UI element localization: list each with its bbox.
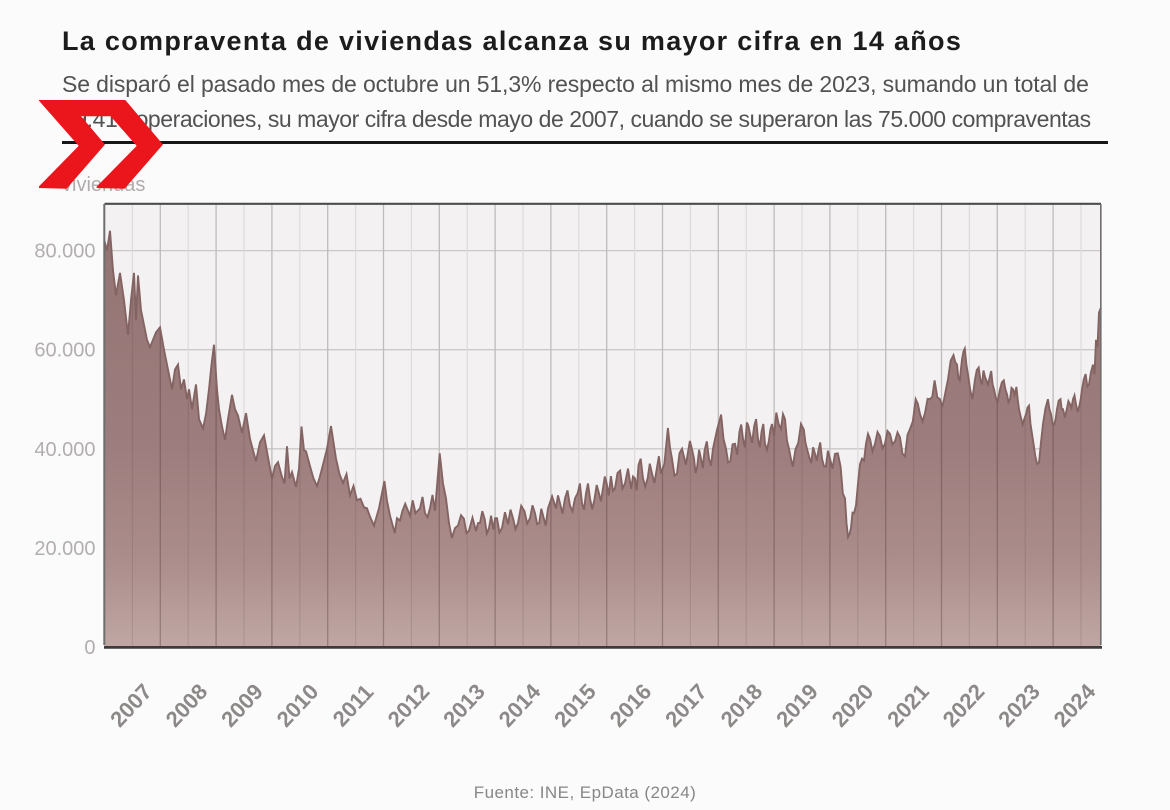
svg-text:2022: 2022 (938, 679, 990, 732)
svg-text:60.000: 60.000 (34, 340, 95, 362)
svg-text:2007: 2007 (105, 679, 157, 732)
svg-text:2014: 2014 (494, 678, 546, 731)
svg-text:40.000: 40.000 (34, 439, 95, 461)
svg-text:2023: 2023 (993, 679, 1045, 732)
svg-text:2019: 2019 (771, 679, 823, 732)
svg-text:2010: 2010 (272, 679, 324, 732)
svg-text:2017: 2017 (660, 679, 712, 732)
svg-text:2011: 2011 (328, 679, 379, 731)
svg-text:2018: 2018 (716, 679, 768, 732)
svg-text:2009: 2009 (216, 679, 268, 732)
svg-text:2016: 2016 (605, 679, 657, 732)
svg-text:80.000: 80.000 (34, 241, 95, 263)
svg-text:2015: 2015 (549, 679, 601, 732)
svg-text:2020: 2020 (827, 679, 879, 732)
svg-text:20.000: 20.000 (34, 538, 95, 560)
svg-text:0: 0 (84, 637, 95, 659)
svg-text:2013: 2013 (438, 679, 490, 732)
svg-text:2024: 2024 (1049, 678, 1101, 731)
svg-text:2021: 2021 (882, 679, 934, 732)
svg-text:2012: 2012 (383, 679, 435, 732)
svg-text:2008: 2008 (161, 679, 213, 732)
